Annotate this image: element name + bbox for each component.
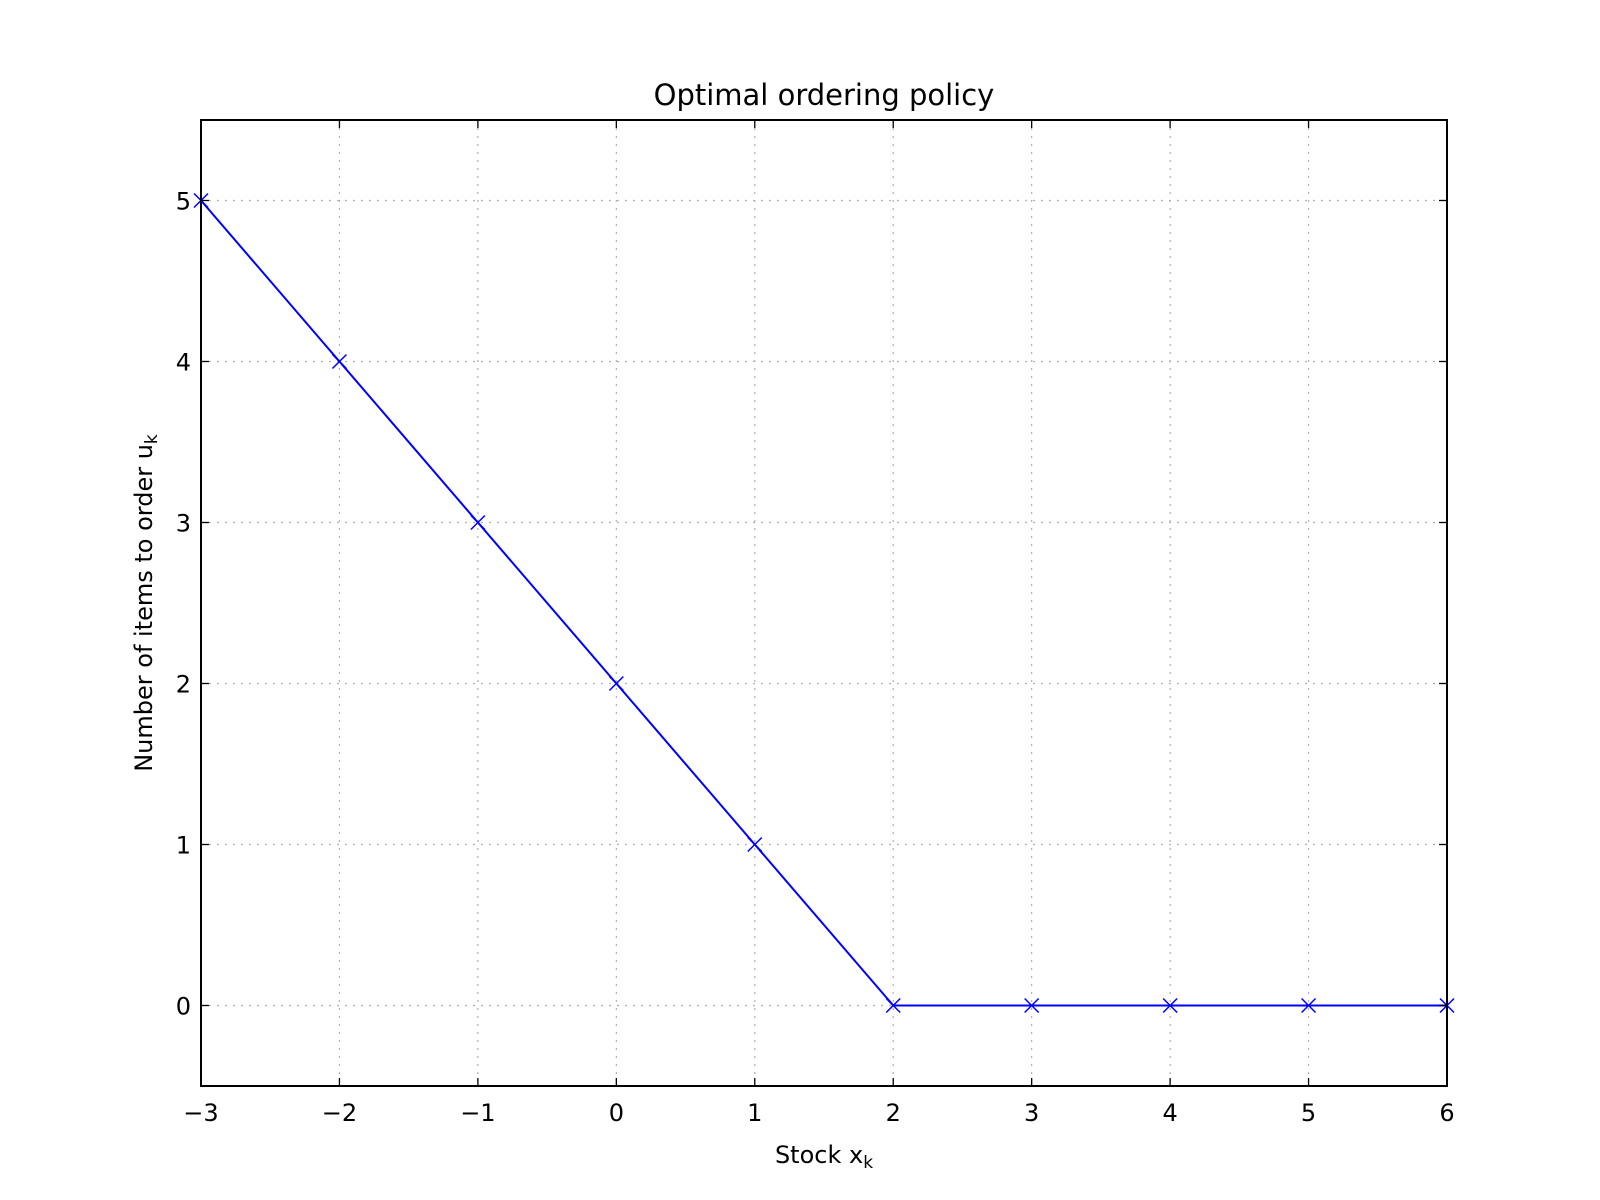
- x-axis-label: Stock xk: [775, 1141, 873, 1173]
- y-axis-label: Number of items to order uk: [130, 434, 162, 772]
- x-tick-label: 5: [1301, 1099, 1316, 1127]
- x-tick-label: 1: [747, 1099, 762, 1127]
- y-tick-label: 4: [176, 349, 191, 377]
- y-axis-label-sub: k: [142, 434, 162, 444]
- tick-labels: −3 −2 −1 0 1 2 3 4 5 6 0 1 2 3 4 5: [176, 188, 1455, 1128]
- plot-frame: [201, 120, 1447, 1086]
- y-tick-label: 0: [176, 993, 191, 1021]
- grid-lines: [201, 120, 1447, 1086]
- x-tick-label: 0: [609, 1099, 624, 1127]
- x-axis-label-sub: k: [863, 1153, 873, 1173]
- y-tick-label: 3: [176, 510, 191, 538]
- x-tick-label: 3: [1024, 1099, 1039, 1127]
- y-axis-label-main: Number of items to order u: [130, 444, 158, 772]
- chart-title: Optimal ordering policy: [654, 78, 995, 112]
- x-tick-label: 4: [1162, 1099, 1177, 1127]
- x-axis-label-main: Stock x: [775, 1141, 863, 1169]
- x-tick-label: 2: [886, 1099, 901, 1127]
- x-tick-label: −2: [322, 1099, 357, 1127]
- x-tick-label: −1: [460, 1099, 495, 1127]
- series-line: [201, 201, 1447, 1006]
- y-tick-label: 2: [176, 671, 191, 699]
- x-tick-label: 6: [1439, 1099, 1454, 1127]
- x-tick-label: −3: [183, 1099, 218, 1127]
- ticks: [201, 120, 1447, 1086]
- y-tick-label: 1: [176, 832, 191, 860]
- series-layer: [194, 194, 1454, 1013]
- y-tick-label: 5: [176, 188, 191, 216]
- data-point-marker: [332, 355, 346, 369]
